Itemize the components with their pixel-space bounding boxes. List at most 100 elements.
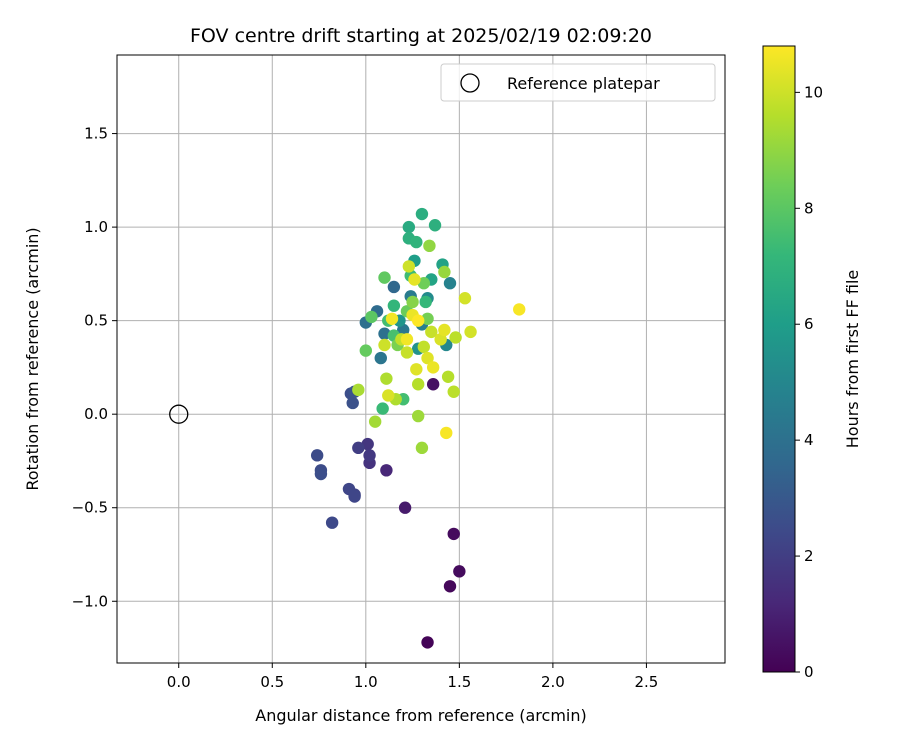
data-point	[387, 299, 401, 312]
data-point	[397, 323, 410, 337]
data-point	[449, 331, 462, 344]
data-point	[325, 516, 339, 529]
data-point	[415, 207, 429, 221]
data-point	[352, 441, 365, 455]
data-point	[443, 580, 457, 593]
data-point	[440, 426, 453, 440]
y-tick-label: −1.0	[72, 592, 108, 610]
data-point	[434, 333, 447, 346]
data-point	[382, 389, 395, 402]
y-tick-label: 1.0	[84, 218, 108, 236]
data-point	[376, 402, 389, 415]
colorbar-tick-label: 4	[804, 431, 814, 449]
data-point	[314, 467, 328, 481]
y-tick-label: 0.5	[84, 312, 108, 330]
colorbar-tick-label: 8	[804, 199, 814, 217]
x-axis-label: Angular distance from reference (arcmin)	[255, 706, 586, 725]
data-point	[421, 636, 434, 649]
data-point	[346, 396, 359, 410]
chart-title: FOV centre drift starting at 2025/02/19 …	[190, 25, 652, 47]
plot-frame	[116, 54, 726, 664]
data-point	[402, 260, 416, 273]
y-axis-label: Rotation from reference (arcmin)	[23, 227, 42, 490]
data-point	[447, 527, 460, 541]
data-point	[385, 312, 399, 325]
data-point	[423, 239, 436, 253]
data-point	[410, 363, 423, 376]
data-point	[400, 333, 414, 346]
x-tick-label: 0.0	[167, 673, 191, 691]
data-point	[348, 490, 361, 503]
y-axis-ticks: −1.0 −0.5 0.0 0.5 1.0 1.5	[72, 125, 117, 610]
colorbar: 0 2 4 6 8 10 Hours from first FF file	[762, 45, 862, 681]
data-point	[400, 346, 414, 359]
data-point	[411, 378, 425, 391]
x-tick-label: 1.5	[447, 673, 471, 691]
data-point	[426, 378, 440, 391]
data-point	[380, 464, 393, 477]
data-point	[378, 271, 391, 284]
legend-marker-open-circle-icon	[460, 73, 480, 93]
data-point	[438, 323, 451, 337]
data-point	[428, 219, 442, 232]
x-axis-ticks: 0.0 0.5 1.0 1.5 2.0 2.5	[167, 663, 658, 691]
data-point	[410, 235, 423, 249]
x-tick-label: 2.0	[541, 673, 565, 691]
data-point	[421, 351, 434, 365]
data-point	[359, 344, 373, 357]
data-point	[441, 370, 455, 383]
data-point	[464, 325, 477, 339]
data-point	[352, 383, 365, 397]
data-point	[368, 415, 382, 428]
legend-box	[440, 63, 716, 102]
data-point	[417, 277, 431, 290]
colorbar-tick-label: 10	[804, 83, 823, 101]
colorbar-tick-label: 6	[804, 315, 814, 333]
data-point	[453, 565, 466, 578]
data-point	[374, 351, 387, 365]
colorbar-label: Hours from first FF file	[843, 270, 862, 449]
data-point	[417, 340, 431, 354]
data-point	[421, 312, 434, 325]
reference-platepar-marker	[169, 404, 189, 424]
data-point	[513, 303, 526, 316]
legend-label: Reference platepar	[507, 74, 660, 93]
data-point	[425, 325, 438, 339]
data-point	[458, 292, 472, 305]
legend: Reference platepar	[440, 63, 716, 102]
data-point	[411, 314, 425, 327]
colorbar-tick-label: 2	[804, 547, 814, 565]
plot-background	[117, 55, 725, 663]
data-point	[310, 449, 324, 462]
data-points	[310, 207, 526, 649]
y-tick-label: 0.0	[84, 405, 108, 423]
data-point	[415, 441, 429, 455]
data-point	[398, 501, 412, 514]
data-point	[402, 220, 416, 234]
data-point	[378, 327, 391, 340]
x-tick-label: 2.5	[634, 673, 658, 691]
data-point	[378, 338, 391, 352]
data-point	[419, 295, 432, 309]
data-point	[408, 273, 421, 286]
y-tick-label: 1.5	[84, 125, 108, 143]
plot-area	[116, 54, 726, 664]
x-tick-label: 1.0	[354, 673, 378, 691]
y-tick-label: −0.5	[72, 499, 108, 517]
colorbar-tick-label: 0	[804, 663, 814, 681]
data-point	[365, 310, 378, 324]
data-point	[406, 295, 419, 309]
colorbar-ticks: 0 2 4 6 8 10	[795, 83, 823, 681]
data-point	[447, 385, 460, 398]
data-point	[438, 265, 451, 279]
data-point	[411, 409, 425, 423]
data-point	[380, 372, 393, 385]
data-point	[363, 449, 376, 462]
colorbar-frame	[762, 45, 796, 673]
data-point	[387, 280, 401, 294]
x-tick-label: 0.5	[260, 673, 284, 691]
data-point	[361, 437, 374, 451]
colorbar-gradient	[763, 46, 795, 672]
data-point	[443, 277, 457, 290]
